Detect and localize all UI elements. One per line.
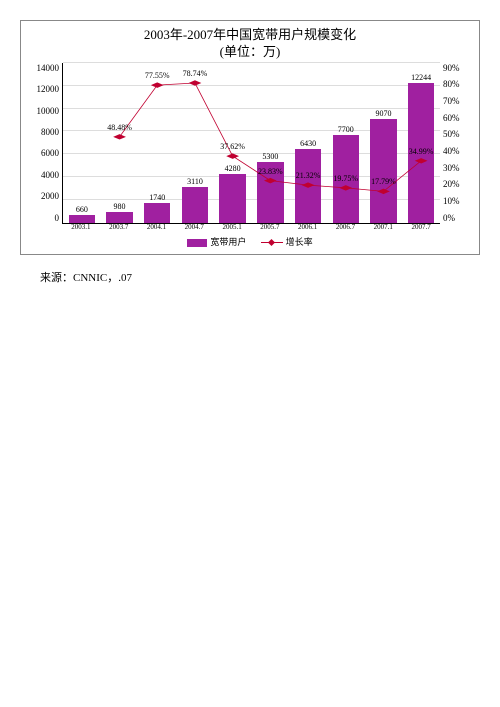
plot-area: 660980174031104280530064307700907012244 … [62, 63, 440, 224]
x-tick: 2007.7 [402, 224, 440, 232]
y-left-tick: 10000 [27, 106, 59, 116]
bars: 6609801740311042805300 643077009070 12244 [63, 63, 440, 223]
bar-slot: 1740 [138, 63, 176, 223]
legend-line: 增长率 [261, 235, 313, 248]
legend: 宽带用户 增长率 [27, 235, 473, 248]
line-value-label: 34.99% [409, 147, 434, 156]
bar-value-label: 980 [101, 203, 139, 211]
y-right-tick: 0% [443, 213, 473, 223]
y-right-tick: 10% [443, 196, 473, 206]
bar-slot: 980 [101, 63, 139, 223]
line-value-label: 17.79% [371, 177, 396, 186]
y-right-tick: 50% [443, 129, 473, 139]
y-right-tick: 60% [443, 113, 473, 123]
chart-container: 2003年-2007年中国宽带用户规模变化 (单位：万) 14000120001… [20, 20, 480, 255]
bar [69, 215, 95, 223]
y-right-tick: 40% [443, 146, 473, 156]
bar [219, 174, 245, 223]
title-line-1: 2003年-2007年中国宽带用户规模变化 [144, 27, 356, 42]
line-value-label: 23.83% [258, 167, 283, 176]
line-value-label: 78.74% [183, 69, 208, 78]
bar-slot: 9070 [365, 63, 403, 223]
bar-value-label: 12244 [402, 74, 440, 82]
bar-value-label: 6430 [289, 140, 327, 148]
bar-value-label: 5300 [252, 153, 290, 161]
bar-slot: 12244 [402, 63, 440, 223]
line-value-label: 37.62% [220, 142, 245, 151]
x-tick: 2007.1 [364, 224, 402, 232]
bar-value-label: 4280 [214, 165, 252, 173]
legend-bar: 宽带用户 [187, 235, 246, 248]
legend-bar-label: 宽带用户 [210, 237, 246, 247]
line-value-label: 48.48% [107, 123, 132, 132]
legend-line-label: 增长率 [286, 237, 313, 247]
x-tick: 2004.1 [138, 224, 176, 232]
line-swatch-icon [261, 238, 283, 248]
bar-swatch-icon [187, 239, 207, 247]
x-tick: 2003.7 [100, 224, 138, 232]
y-left-tick: 0 [27, 213, 59, 223]
bar [370, 119, 396, 223]
y-right-tick: 70% [443, 96, 473, 106]
bar [144, 203, 170, 223]
x-axis: 2003.12003.72004.12004.72005.12005.72006… [62, 224, 440, 232]
chart-title: 2003年-2007年中国宽带用户规模变化 (单位：万) [27, 27, 473, 61]
bar-value-label: 9070 [365, 110, 403, 118]
y-right-tick: 30% [443, 163, 473, 173]
bar-slot: 5300 [252, 63, 290, 223]
bar-value-label: 3110 [176, 178, 214, 186]
line-value-label: 77.55% [145, 71, 170, 80]
y-axis-left: 14000 12000 10000 8000 6000 4000 2000 0 [27, 63, 62, 223]
y-left-tick: 12000 [27, 84, 59, 94]
y-right-tick: 20% [443, 179, 473, 189]
title-line-2: (单位：万) [220, 44, 281, 59]
y-left-tick: 14000 [27, 63, 59, 73]
y-left-tick: 4000 [27, 170, 59, 180]
y-left-tick: 6000 [27, 148, 59, 158]
bar-slot: 7700 [327, 63, 365, 223]
y-right-tick: 90% [443, 63, 473, 73]
x-tick: 2005.1 [213, 224, 251, 232]
bar-slot: 6430 [289, 63, 327, 223]
line-value-label: 21.32% [296, 171, 321, 180]
x-tick: 2003.1 [62, 224, 100, 232]
x-tick: 2006.1 [289, 224, 327, 232]
bar [106, 212, 132, 223]
source-text: 来源：CNNIC，.07 [40, 269, 480, 285]
bar-value-label: 7700 [327, 126, 365, 134]
bar [182, 187, 208, 223]
bar-slot: 3110 [176, 63, 214, 223]
y-left-tick: 8000 [27, 127, 59, 137]
x-tick: 2005.7 [251, 224, 289, 232]
x-tick: 2006.7 [327, 224, 365, 232]
y-axis-right: 90% 80% 70% 60% 50% 40% 30% 20% 10% 0% [440, 63, 473, 223]
plot-wrap: 14000120001000080006000400020000 6609801… [27, 63, 473, 224]
bar-slot: 660 [63, 63, 101, 223]
y-right-tick: 80% [443, 79, 473, 89]
x-tick: 2004.7 [175, 224, 213, 232]
line-value-label: 19.75% [333, 174, 358, 183]
bar [295, 149, 321, 222]
bar-value-label: 1740 [138, 194, 176, 202]
bar-value-label: 660 [63, 206, 101, 214]
y-left-tick: 2000 [27, 191, 59, 201]
